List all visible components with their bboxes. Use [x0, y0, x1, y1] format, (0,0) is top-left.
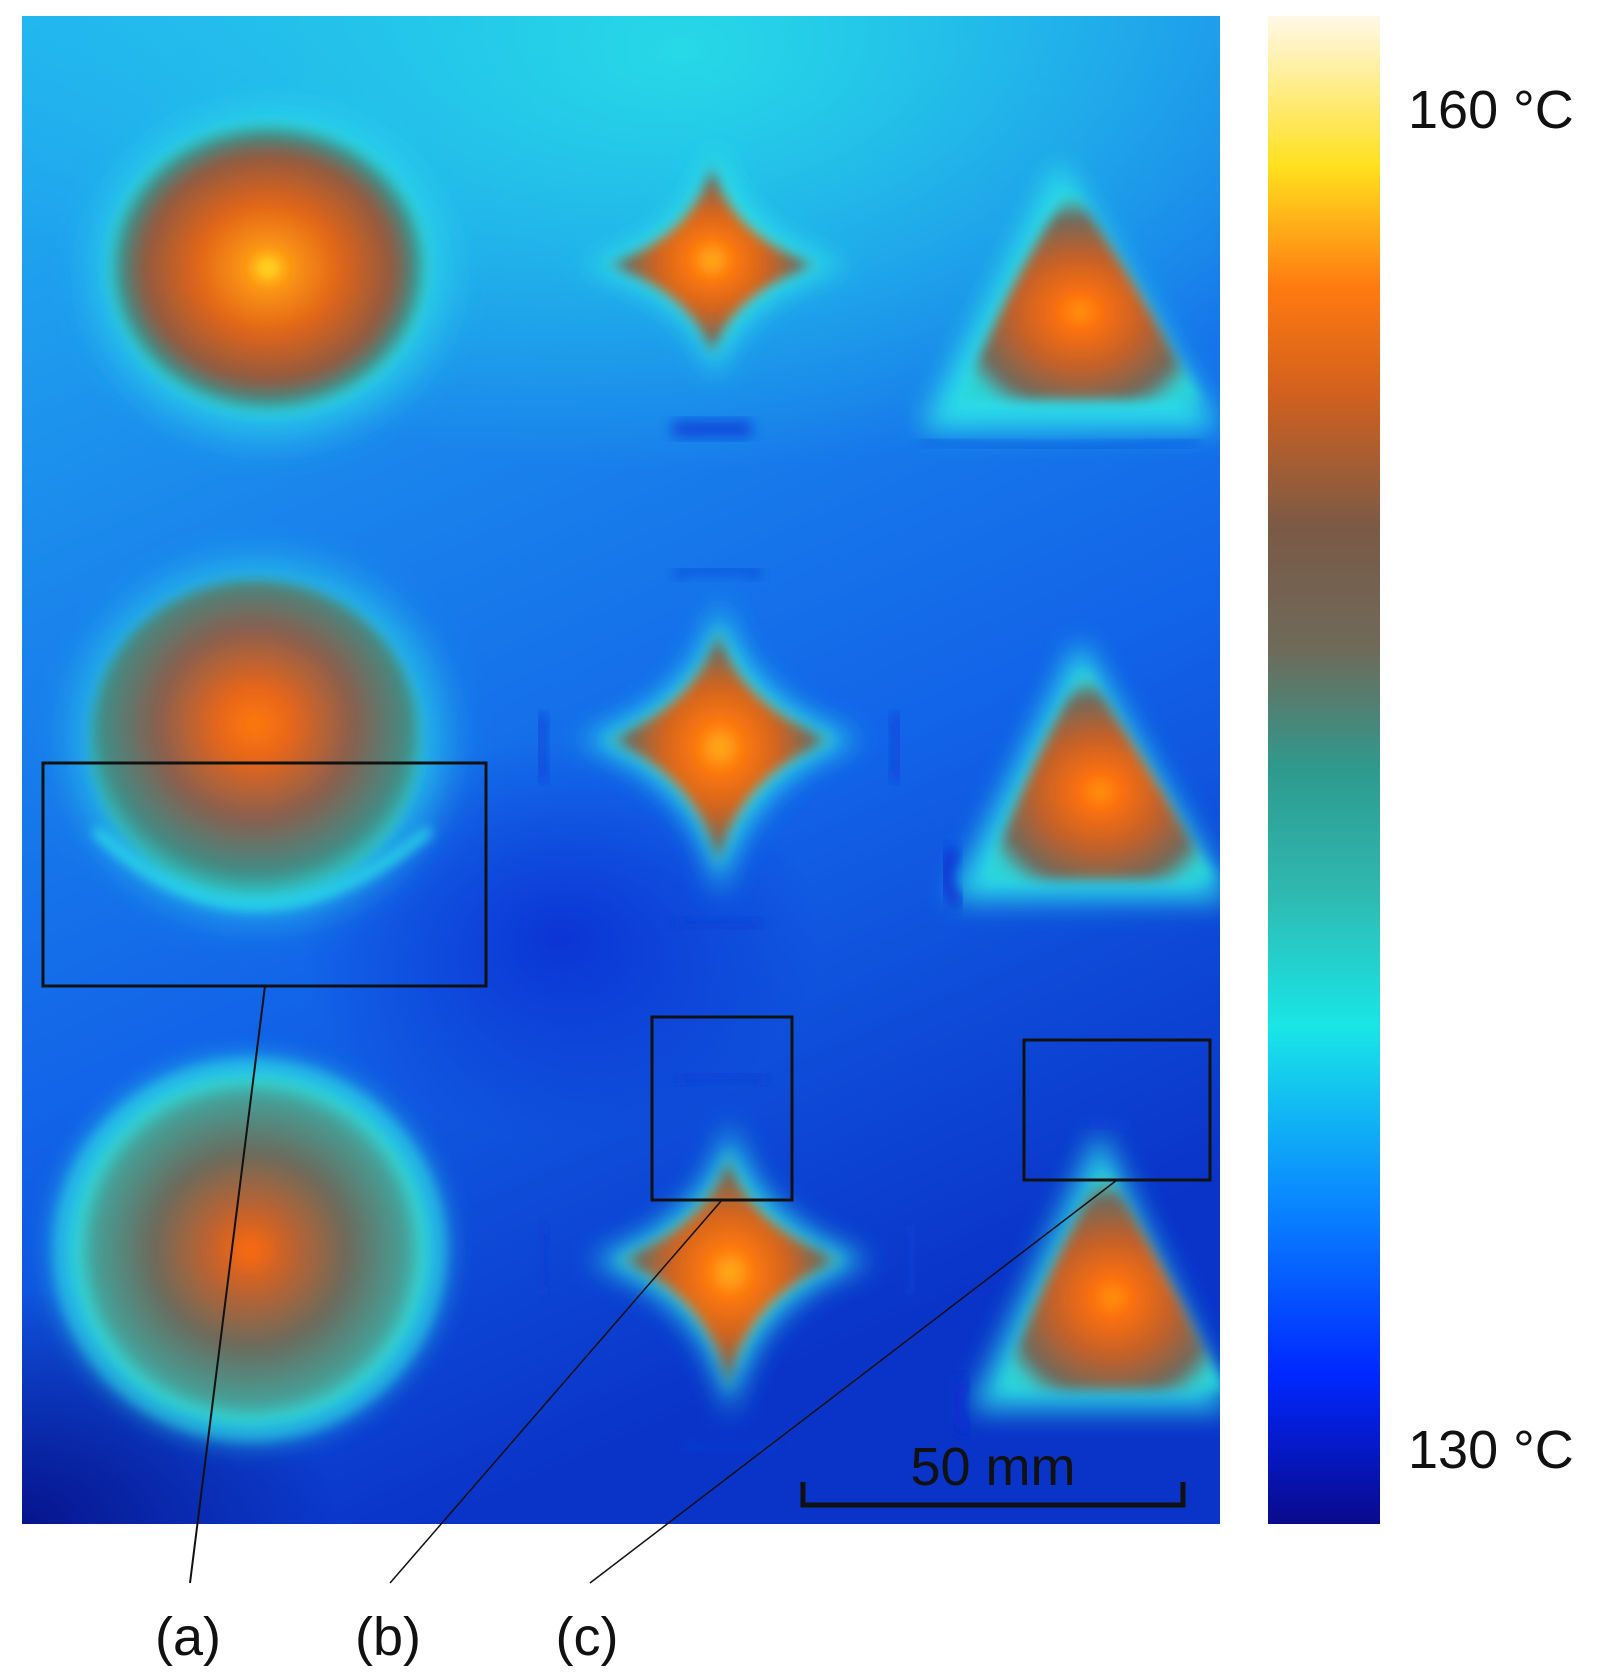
colorbar-max-label: 160 °C [1408, 80, 1574, 140]
scale-bar-label: 50 mm [910, 1437, 1075, 1497]
scale-bar [800, 1482, 1186, 1508]
colorbar-min-label: 130 °C [1408, 1420, 1574, 1480]
hot-spot-circle-1 [70, 90, 470, 460]
hot-spot-triangle-1 [919, 160, 1220, 451]
callout-label-a: (a) [155, 1607, 221, 1667]
leader-line-b [389, 1199, 723, 1584]
hot-spot-circle-3 [55, 1060, 445, 1440]
hot-spot-triangle-3 [949, 1114, 1220, 1435]
hot-spot-circle-2 [50, 540, 470, 940]
leader-line-a [189, 985, 266, 1584]
hot-spot-star-1 [580, 140, 850, 438]
hot-spot-star-2 [535, 566, 903, 933]
leader-line-c [589, 1179, 1118, 1584]
hot-spot-triangle-2 [940, 640, 1220, 910]
thermal-image [22, 16, 1220, 1524]
colorbar [1268, 16, 1380, 1524]
callout-label-b: (b) [355, 1607, 421, 1667]
callout-label-c: (c) [556, 1607, 619, 1667]
